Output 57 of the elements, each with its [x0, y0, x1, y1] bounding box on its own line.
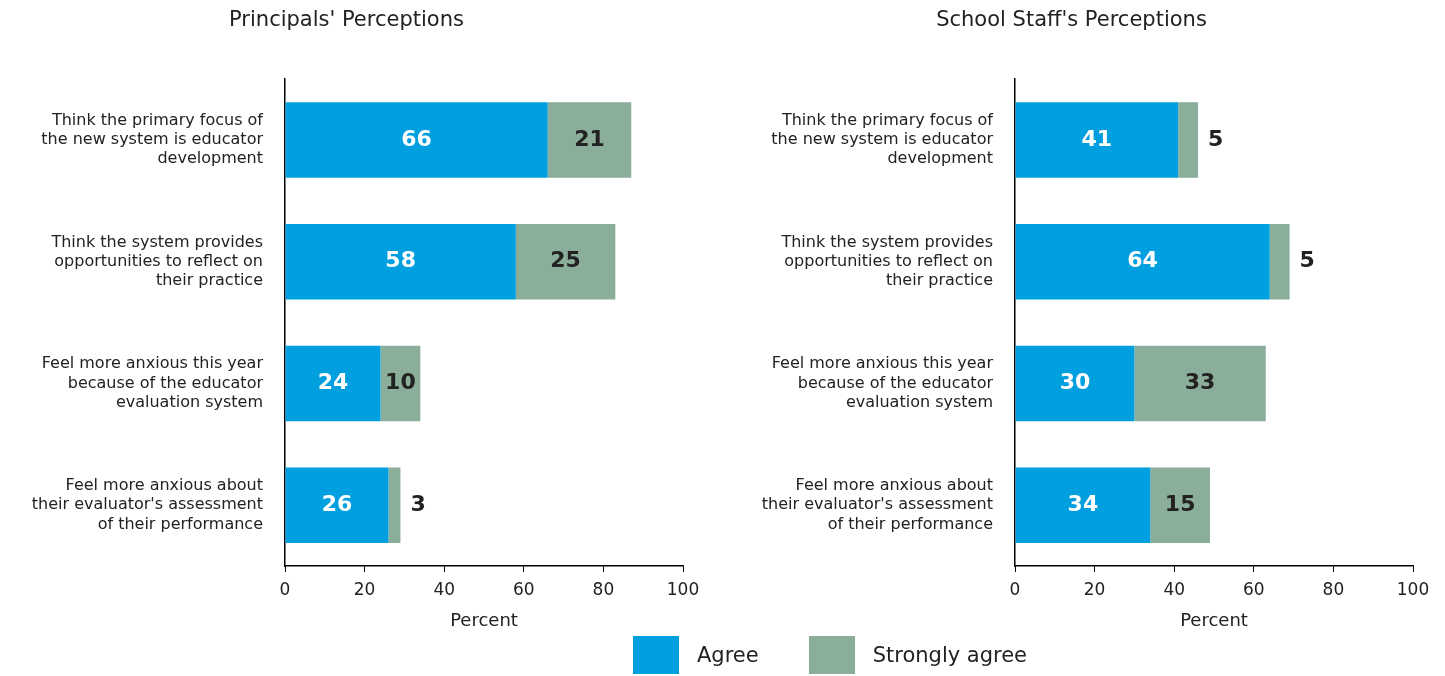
bar [547, 102, 632, 178]
x-tick-label: 100 [666, 578, 700, 599]
y-tick-label: Feel more anxious about their evaluator's assessment of their performance [761, 475, 993, 533]
y-tick-label: Feel more anxious about their evaluator's assessment of their performance [31, 475, 263, 533]
y-tick-label: Feel more anxious this year because of the educator evaluation system [771, 353, 994, 411]
bar [515, 224, 616, 300]
data-label: 66 [401, 125, 432, 151]
bar [1015, 467, 1151, 543]
data-label: 64 [1127, 247, 1158, 273]
y-tick-label: Feel more anxious this year because of the educator evaluation system [41, 353, 264, 411]
x-tick-label: 20 [1083, 578, 1106, 599]
y-tick-label: Think the system provides opportunities to reflect on their practice [780, 231, 993, 290]
y-tick-label: Think the primary focus of the new system is educator development [41, 110, 264, 168]
data-label: 34 [1067, 490, 1099, 516]
x-tick-label: 20 [353, 578, 376, 599]
bar [1015, 345, 1135, 422]
bar [1150, 467, 1211, 543]
bar [285, 467, 389, 543]
data-label: 33 [1184, 369, 1216, 395]
x-tick-label: 100 [1396, 578, 1430, 599]
x-tick-label: 40 [1163, 578, 1186, 599]
x-tick-label: 60 [1242, 578, 1265, 599]
bar [285, 345, 381, 422]
data-label: 15 [1164, 490, 1196, 516]
data-label: 24 [317, 369, 349, 395]
legend-label: Agree [696, 643, 759, 667]
x-tick-label: 0 [1009, 578, 1021, 599]
x-tick-label: 80 [592, 578, 615, 599]
data-label: 5 [1208, 125, 1224, 151]
data-label: 5 [1299, 247, 1315, 273]
bar [285, 224, 516, 300]
data-label: 10 [385, 369, 416, 395]
x-tick-label: 0 [279, 578, 291, 599]
data-label: 58 [385, 247, 416, 273]
data-label: 30 [1059, 369, 1091, 395]
data-label: 3 [410, 490, 426, 516]
x-tick-label: 40 [433, 578, 456, 599]
bar [1015, 102, 1179, 178]
data-label: 26 [321, 490, 353, 516]
y-tick-label: Think the system provides opportunities to reflect on their practice [50, 231, 263, 290]
x-axis-title: Percent [450, 608, 518, 630]
bar [388, 467, 401, 543]
bar [1178, 102, 1199, 178]
y-tick-label: Think the primary focus of the new system is educator development [771, 110, 994, 168]
chart-title: School Staff's Perceptions [936, 7, 1207, 32]
x-axis-title: Percent [1180, 608, 1248, 630]
legend-label: Strongly agree [872, 643, 1028, 667]
x-tick-label: 80 [1322, 578, 1345, 599]
x-tick-label: 60 [512, 578, 535, 599]
data-label: 41 [1081, 125, 1113, 151]
chart-title: Principals' Perceptions [229, 7, 464, 32]
bar [1134, 345, 1266, 422]
data-label: 25 [550, 247, 581, 273]
data-label: 21 [574, 125, 605, 151]
bar [285, 102, 548, 178]
bar [1015, 224, 1270, 300]
bar [1269, 224, 1290, 300]
